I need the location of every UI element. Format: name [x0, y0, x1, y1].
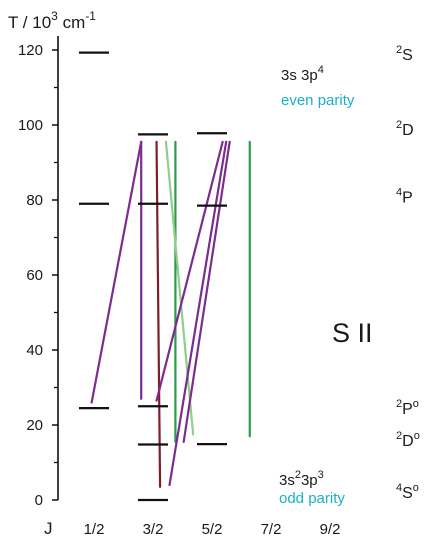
- term-symbol: 2Po: [396, 398, 419, 418]
- y-tick-label: 100: [18, 117, 43, 134]
- term-symbol: 2Do: [396, 430, 420, 450]
- transition-line: [168, 140, 228, 487]
- x-category-label: 7/2: [261, 521, 282, 538]
- transition-line: [90, 140, 143, 404]
- transition-line: [155, 140, 162, 488]
- odd-parity-label: odd parity: [279, 490, 345, 507]
- term-symbol: 4So: [396, 482, 419, 502]
- transition-line: [155, 140, 224, 402]
- term-symbols: 2S 2D 4P 2Po 2Do 4So: [396, 44, 420, 502]
- y-tick-label: 120: [18, 42, 43, 59]
- x-axis-title: J: [44, 519, 53, 538]
- y-tick-label: 60: [26, 267, 43, 284]
- even-parity-label: even parity: [281, 92, 355, 109]
- even-configuration-label: 3s 3p4: [281, 64, 324, 84]
- x-category-label: 3/2: [143, 521, 164, 538]
- term-symbol: 4P: [396, 186, 413, 206]
- x-axis-categories: 1/2 3/2 5/2 7/2 9/2: [84, 521, 341, 538]
- y-tick-label: 0: [35, 492, 43, 509]
- term-symbol: 2D: [396, 119, 414, 139]
- species-label: S II: [332, 318, 373, 348]
- x-category-label: 5/2: [202, 521, 223, 538]
- transition-line: [182, 140, 231, 443]
- odd-configuration-label: 3s23p3: [279, 469, 324, 489]
- y-axis-title: T / 103 cm-1: [8, 9, 96, 32]
- x-category-label: 9/2: [320, 521, 341, 538]
- y-tick-label: 80: [26, 192, 43, 209]
- y-axis-ticks: [52, 49, 58, 501]
- y-axis-tick-labels: 0 20 40 60 80 100 120: [18, 42, 43, 509]
- energy-levels: [79, 51, 227, 502]
- x-category-label: 1/2: [84, 521, 105, 538]
- y-tick-label: 20: [26, 417, 43, 434]
- term-symbol: 2S: [396, 44, 413, 64]
- transition-line: [164, 140, 195, 436]
- transition-lines: [90, 140, 251, 488]
- y-tick-label: 40: [26, 342, 43, 359]
